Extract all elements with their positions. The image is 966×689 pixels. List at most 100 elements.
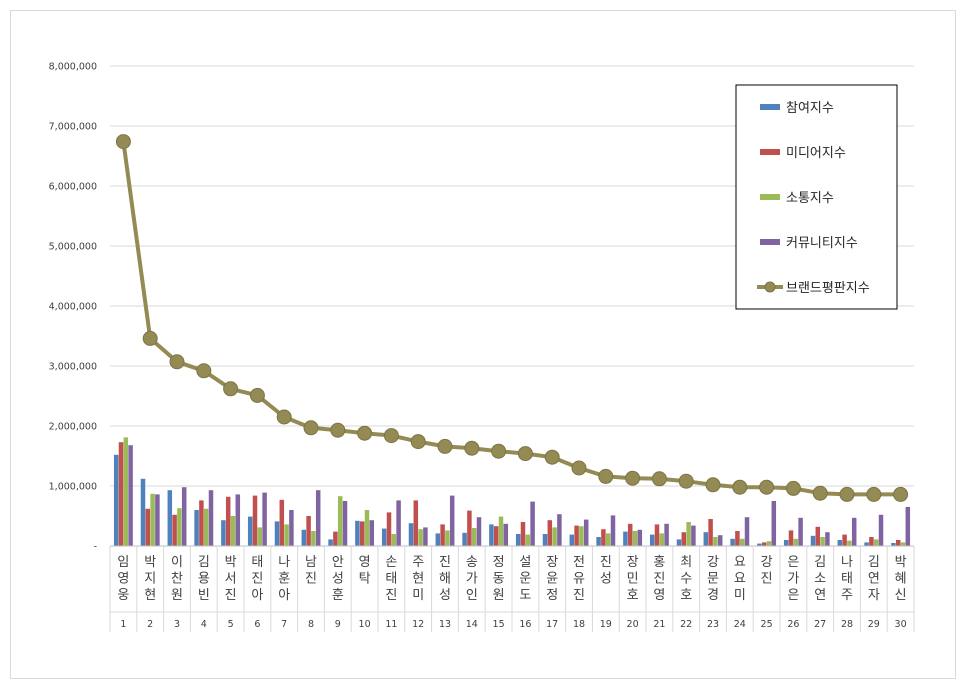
x-tick-label: 설 [519, 555, 531, 570]
x-tick-label: 탁 [359, 572, 371, 587]
bar [744, 517, 750, 546]
bar [279, 499, 285, 546]
bar [574, 525, 579, 546]
x-tick-label: 장 [546, 555, 558, 570]
bar [221, 520, 226, 546]
x-tick-label: 나 [841, 555, 853, 570]
line-point [303, 420, 319, 436]
bar [730, 538, 735, 546]
bar [333, 531, 338, 546]
x-rank-label: 15 [493, 619, 505, 630]
legend-swatch [760, 149, 780, 155]
x-rank-label: 10 [359, 619, 371, 630]
x-tick-label: 가 [466, 572, 478, 587]
bar [864, 542, 869, 546]
x-rank-label: 28 [841, 619, 853, 630]
bar [140, 478, 146, 546]
bar [825, 532, 830, 546]
x-tick-label: 정 [493, 555, 505, 570]
x-tick-label: 가 [787, 572, 799, 587]
x-tick-label: 남 [305, 555, 317, 570]
line-point [544, 449, 560, 465]
bar [851, 517, 857, 546]
x-axis: 임영웅1박지현2이찬원3김용빈4박서진5태진아6나훈아7남진8안성훈9영탁10손… [109, 545, 915, 632]
bar [637, 529, 643, 546]
bar [476, 517, 482, 546]
x-tick-label: 성 [439, 588, 451, 603]
line-point [759, 479, 775, 495]
x-tick-label: 전 [573, 555, 585, 570]
x-tick-label: 문 [707, 572, 719, 587]
x-tick-label: 은 [787, 555, 799, 570]
y-tick-label: 7,000,000 [49, 122, 97, 133]
bar [493, 526, 499, 546]
x-tick-label: 경 [707, 588, 719, 603]
x-rank-label: 6 [254, 619, 260, 630]
x-rank-label: 30 [895, 619, 907, 630]
y-tick-label: 8,000,000 [49, 62, 97, 73]
bar [605, 533, 611, 546]
x-tick-label: 이 [171, 555, 183, 570]
x-tick-label: 홍 [653, 555, 665, 570]
x-rank-label: 20 [627, 619, 639, 630]
x-rank-label: 13 [439, 619, 451, 630]
bar [842, 534, 847, 546]
bar [515, 534, 521, 546]
line-point [357, 425, 373, 441]
bar [230, 516, 236, 546]
legend-label: 소통지수 [786, 191, 834, 206]
x-tick-label: 진 [251, 572, 263, 587]
bar [681, 532, 687, 546]
bar [623, 531, 628, 546]
y-tick-label: 6,000,000 [49, 182, 97, 193]
bar [445, 530, 450, 546]
bar [413, 500, 419, 546]
x-rank-label: 21 [653, 619, 665, 630]
bar [471, 528, 477, 546]
bar [788, 530, 794, 546]
bar [891, 543, 896, 546]
bar [284, 524, 289, 546]
bar [503, 523, 509, 546]
bar [247, 516, 253, 546]
bar [847, 540, 852, 546]
line-point [651, 471, 667, 487]
line-point [678, 473, 694, 489]
x-tick-label: 강 [761, 555, 773, 570]
line-point [625, 470, 641, 486]
x-rank-label: 29 [868, 619, 880, 630]
bar [869, 537, 874, 546]
bar [654, 524, 660, 546]
line-point [517, 446, 533, 462]
x-tick-label: 훈 [332, 588, 344, 603]
legend-swatch [760, 239, 780, 245]
bar [306, 516, 311, 546]
x-tick-label: 박 [895, 555, 907, 570]
x-rank-label: 19 [600, 619, 612, 630]
x-tick-label: 김 [198, 555, 210, 570]
line-point [330, 422, 346, 438]
line-point [812, 485, 828, 501]
x-tick-label: 김 [814, 555, 826, 570]
chart-frame [10, 10, 956, 679]
x-tick-label: 은 [787, 588, 799, 603]
bar [793, 538, 799, 546]
bar [610, 515, 616, 546]
bar [583, 519, 589, 546]
x-tick-label: 진 [225, 588, 237, 603]
legend-label: 커뮤니티지수 [786, 236, 858, 251]
legend-label: 브랜드평판지수 [786, 281, 870, 296]
bar [632, 531, 638, 546]
line-point [142, 330, 158, 346]
x-tick-label: 김 [868, 555, 880, 570]
bar [520, 522, 526, 546]
x-tick-label: 성 [600, 572, 612, 587]
bar [761, 542, 767, 546]
y-tick-label: 5,000,000 [49, 242, 97, 253]
line-point [598, 468, 614, 484]
x-rank-label: 7 [281, 619, 287, 630]
bar [771, 501, 777, 546]
x-rank-label: 16 [519, 619, 531, 630]
bar [627, 523, 633, 546]
bar [601, 529, 606, 546]
